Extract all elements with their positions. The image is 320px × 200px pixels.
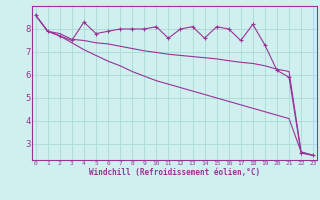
X-axis label: Windchill (Refroidissement éolien,°C): Windchill (Refroidissement éolien,°C) (89, 168, 260, 177)
